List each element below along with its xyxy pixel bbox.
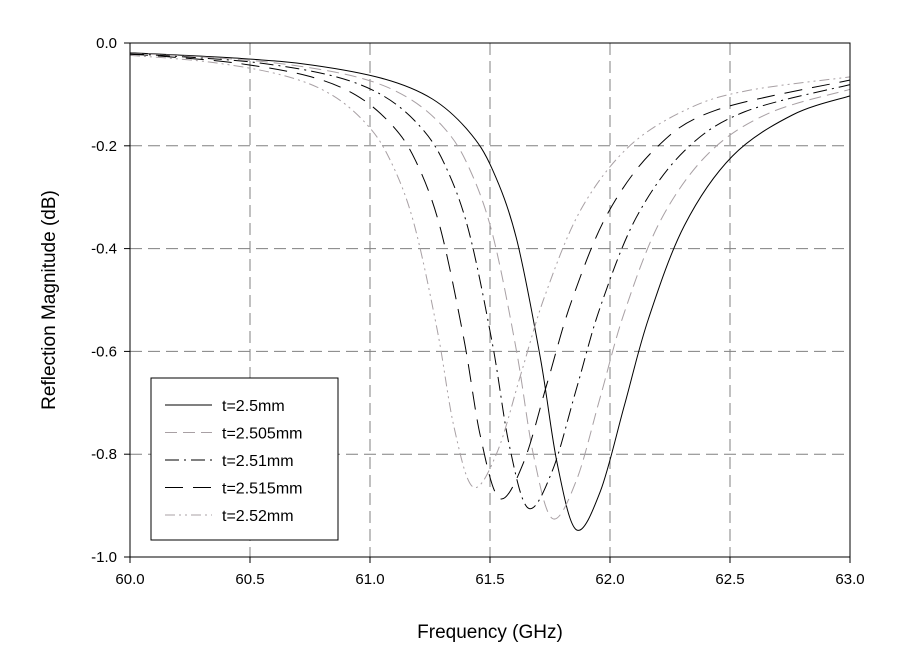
x-tick-label: 62.0 xyxy=(595,571,624,588)
series-lines xyxy=(129,52,851,531)
y-tick-label: -0.4 xyxy=(91,241,117,258)
x-tick-label: 63.0 xyxy=(835,571,864,588)
series-line-1 xyxy=(129,52,851,531)
series-line-2 xyxy=(129,52,851,520)
y-axis-label: Reflection Magnitude (dB) xyxy=(39,190,60,410)
legend: t=2.5mm t=2.505mm t=2.51mm t=2.515mm t=2.52m… xyxy=(150,377,339,541)
grid xyxy=(124,42,851,563)
legend-label: t=2.5mm xyxy=(222,398,285,415)
y-tick-label: -0.8 xyxy=(91,446,117,463)
series-line-3 xyxy=(129,53,851,510)
legend-label: t=2.51mm xyxy=(222,453,294,470)
y-tick-labels: 0.0 -0.2 -0.4 -0.6 -0.8 -1.0 xyxy=(91,35,117,566)
y-tick-label: -0.6 xyxy=(91,343,117,360)
x-tick-label: 60.0 xyxy=(115,571,144,588)
x-tick-label: 61.0 xyxy=(355,571,384,588)
legend-label: t=2.505mm xyxy=(222,426,302,443)
plot-frame xyxy=(129,42,851,558)
x-tick-label: 62.5 xyxy=(715,571,744,588)
legend-label: t=2.515mm xyxy=(222,481,302,498)
x-tick-labels: 60.0 60.5 61.0 61.5 62.0 62.5 63.0 xyxy=(115,571,864,588)
y-tick-label: 0.0 xyxy=(96,35,117,52)
y-tick-label: -1.0 xyxy=(91,549,117,566)
legend-label: t=2.52mm xyxy=(222,508,294,525)
x-tick-label: 60.5 xyxy=(235,571,264,588)
y-tick-label: -0.2 xyxy=(91,138,117,155)
x-axis-label: Frequency (GHz) xyxy=(417,622,563,643)
x-tick-label: 61.5 xyxy=(475,571,504,588)
series-line-4 xyxy=(129,53,851,500)
